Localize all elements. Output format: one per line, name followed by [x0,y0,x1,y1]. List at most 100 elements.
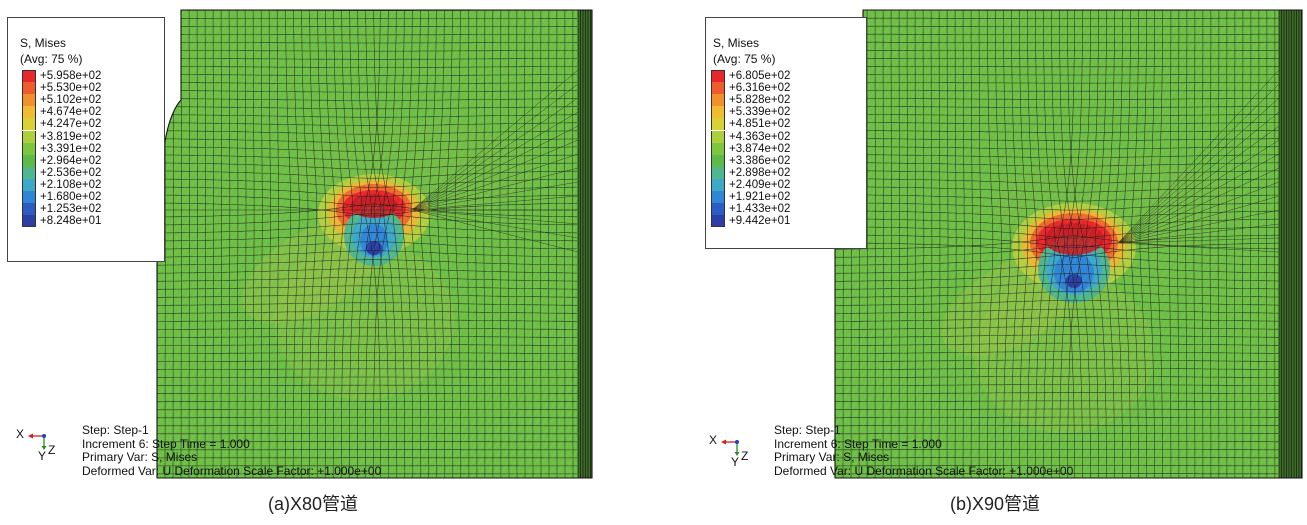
legend-swatch [22,82,36,95]
legend-value: +5.339e+02 [729,106,791,119]
legend-value: +1.253e+02 [40,203,102,216]
legend-value: +4.851e+02 [729,118,791,131]
triad-y-label: Y [38,449,47,463]
legend-entry: +5.958e+02 [22,70,102,83]
legend-value: +5.828e+02 [729,94,791,107]
legend-swatch [711,142,725,155]
legend-swatch [711,154,725,167]
triad-x-label: X [709,433,718,447]
legend-swatch [22,166,36,179]
fem-contour-plot [834,9,1303,479]
legend-swatch [22,154,36,167]
legend-swatch [711,215,725,228]
triad-z-label: Z [741,449,749,463]
legend-value: +2.964e+02 [40,154,102,167]
legend [705,17,867,249]
legend-swatch [711,106,725,119]
legend-entry: +5.530e+02 [22,82,102,95]
legend-entry: +5.828e+02 [711,94,791,107]
pipe-wall [578,10,592,478]
legend-value: +4.674e+02 [40,106,102,119]
legend-entry: +2.108e+02 [22,178,102,191]
legend-swatch [22,191,36,204]
axis-triad-icon [28,433,47,450]
legend-entry: +9.442e+01 [711,215,791,228]
legend-subtitle: (Avg: 75 %) [713,52,776,66]
primary-var-info: Primary Var: S, Mises [774,450,890,464]
deformed-var-info: Deformed Var: U Deformation Scale Factor… [774,463,1074,478]
legend-swatch [711,166,725,179]
axis-triad-icon [721,439,740,456]
legend-swatch [22,178,36,191]
legend-value: +1.680e+02 [40,191,102,204]
legend-entry: +3.819e+02 [22,130,102,143]
panel-caption: (b)X90管道 [950,494,1041,514]
legend-entry: +2.898e+02 [711,166,791,179]
legend-swatch [22,130,36,143]
pipe-wall-mesh [577,10,591,478]
legend-swatch [22,215,36,228]
legend-swatch [711,82,725,95]
legend-title: S, Mises [20,36,67,50]
panel-caption: (a)X80管道 [268,494,359,514]
legend-value: +9.442e+01 [729,215,791,228]
mesh-grid [835,10,1280,478]
triad-y-label: Y [731,455,740,469]
legend-swatch [711,94,725,107]
legend-entry: +3.386e+02 [711,154,790,167]
legend-value: +1.921e+02 [729,191,791,204]
legend-value: +5.958e+02 [40,70,102,83]
legend-entry: +4.674e+02 [22,106,102,119]
legend-swatch [711,191,725,204]
legend-swatch [22,94,36,107]
legend-entry: +5.102e+02 [22,94,102,107]
legend-entry: +1.680e+02 [22,191,102,204]
deformed-var-info: Deformed Var: U Deformation Scale Factor… [82,463,382,478]
legend-entry: +4.363e+02 [711,130,791,143]
legend-value: +3.874e+02 [729,142,791,155]
triad-x-label: X [16,427,25,441]
legend-value: +3.819e+02 [40,130,102,143]
legend-value: +3.391e+02 [40,142,102,155]
legend-value: +5.530e+02 [40,82,102,95]
legend-title: S, Mises [713,36,760,50]
legend-value: +6.805e+02 [729,70,791,83]
panel-x80: S, Mises (Avg: 75 %) +5.958e+02 +5.530e+0… [0,0,640,525]
legend-swatch [711,70,725,83]
legend-swatch [22,106,36,119]
legend-swatch [22,70,36,83]
legend-entry: +8.248e+01 [22,215,102,228]
legend-value: +4.363e+02 [729,130,791,143]
step-info: Step: Step-1 [82,423,149,437]
legend-value: +6.316e+02 [729,82,791,95]
legend-entry: +3.874e+02 [711,142,791,155]
legend-swatch [711,203,725,216]
legend-entry: +3.391e+02 [22,142,102,155]
legend-swatch [711,118,725,131]
increment-info: Increment 6: Step Time = 1.000 [82,436,250,451]
legend-entry: +2.409e+02 [711,178,791,191]
legend-value: +1.433e+02 [729,203,791,216]
mesh-fan [411,69,579,253]
legend-entry: +6.316e+02 [711,82,791,95]
mesh-fan [1117,69,1280,253]
legend-entry: +1.433e+02 [711,203,791,216]
legend-value: +2.536e+02 [40,166,102,179]
legend-value: +8.248e+01 [40,215,102,228]
legend-value: +5.102e+02 [40,94,102,107]
legend-entry: +5.339e+02 [711,106,791,119]
legend-value: +2.898e+02 [729,166,791,179]
legend-swatch [22,203,36,216]
stress-peak [1044,223,1104,255]
legend-value: +2.409e+02 [729,178,791,191]
triad-z-label: Z [48,443,56,457]
legend-entry: +6.805e+02 [711,70,791,83]
legend-entry: +2.964e+02 [22,154,102,167]
legend-value: +4.247e+02 [40,118,102,131]
legend-swatch [711,130,725,143]
legend-entry: +1.253e+02 [22,203,102,216]
step-info: Step: Step-1 [774,423,841,437]
legend-value: +2.108e+02 [40,178,102,191]
legend-entry: +1.921e+02 [711,191,791,204]
increment-info: Increment 6: Step Time = 1.000 [774,436,942,451]
